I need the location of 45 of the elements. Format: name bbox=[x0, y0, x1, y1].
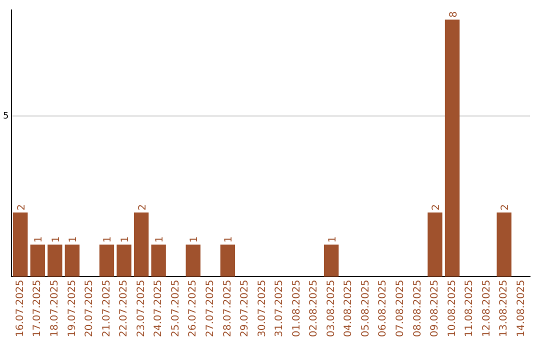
x-tick-label: 16.07.2025 bbox=[14, 280, 26, 338]
data-label: 1 bbox=[224, 236, 235, 243]
data-label: 1 bbox=[120, 236, 132, 243]
x-tick-label: 05.08.2025 bbox=[360, 280, 372, 338]
x-tick-label: 03.08.2025 bbox=[326, 280, 337, 338]
data-label: 1 bbox=[189, 236, 200, 243]
data-label: 2 bbox=[137, 204, 148, 210]
x-tick-label: 01.08.2025 bbox=[291, 280, 302, 338]
x-tick-label: 25.07.2025 bbox=[170, 280, 182, 338]
x-tick-label: 27.07.2025 bbox=[204, 280, 216, 338]
x-tick-label: 20.07.2025 bbox=[84, 280, 96, 338]
x-tick-label: 19.07.2025 bbox=[66, 280, 78, 338]
x-tick-label: 22.07.2025 bbox=[118, 280, 130, 338]
x-tick-label: 17.07.2025 bbox=[32, 280, 44, 338]
x-tick-label: 18.07.2025 bbox=[50, 280, 61, 338]
x-tick-label: 12.08.2025 bbox=[481, 280, 492, 338]
data-label: 1 bbox=[102, 236, 114, 243]
x-tick-label: 29.07.2025 bbox=[240, 280, 251, 338]
x-tick-label: 06.08.2025 bbox=[378, 280, 389, 338]
data-label: 2 bbox=[430, 204, 442, 210]
x-tick-label: 28.07.2025 bbox=[222, 280, 234, 338]
y-tick-label: 5 bbox=[2, 111, 9, 122]
x-tick-label: 30.07.2025 bbox=[256, 280, 268, 338]
data-label: 2 bbox=[500, 204, 512, 210]
x-tick-label: 02.08.2025 bbox=[308, 280, 320, 338]
data-label: 1 bbox=[50, 236, 62, 243]
data-label: 1 bbox=[68, 236, 80, 243]
x-tick-label: 31.07.2025 bbox=[274, 280, 286, 338]
data-label: 1 bbox=[154, 236, 166, 243]
x-tick-label: 14.08.2025 bbox=[516, 280, 527, 338]
x-tick-label: 26.07.2025 bbox=[188, 280, 199, 338]
x-tick-label: 07.08.2025 bbox=[395, 280, 406, 338]
data-label: 8 bbox=[448, 11, 460, 18]
x-tick-label: 04.08.2025 bbox=[343, 280, 354, 338]
x-tick-label: 21.07.2025 bbox=[101, 280, 112, 338]
data-label: 2 bbox=[16, 204, 28, 210]
x-tick-label: 08.08.2025 bbox=[412, 280, 424, 338]
data-label: 1 bbox=[34, 236, 45, 243]
x-tick-label: 10.08.2025 bbox=[446, 280, 458, 338]
x-tick-label: 11.08.2025 bbox=[464, 280, 476, 338]
x-tick-label: 13.08.2025 bbox=[498, 280, 510, 338]
x-tick-label: 09.08.2025 bbox=[430, 280, 441, 338]
data-label: 1 bbox=[327, 236, 338, 243]
x-tick-label: 23.07.2025 bbox=[136, 280, 147, 338]
x-tick-label: 24.07.2025 bbox=[153, 280, 164, 338]
